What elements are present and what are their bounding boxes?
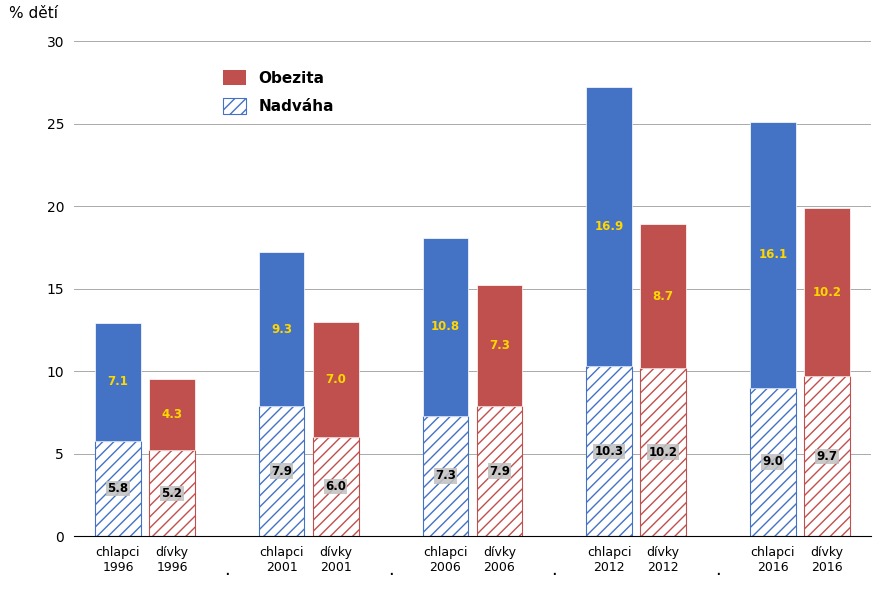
Bar — [95, 323, 141, 440]
Text: .: . — [224, 561, 229, 579]
Bar — [750, 388, 796, 536]
Bar — [587, 366, 632, 536]
Bar — [804, 376, 850, 536]
Bar — [313, 321, 359, 437]
Text: 10.2: 10.2 — [649, 446, 678, 459]
Text: 8.7: 8.7 — [653, 289, 673, 303]
Bar — [477, 406, 522, 536]
Bar — [423, 237, 468, 416]
Bar — [149, 379, 195, 451]
Bar — [313, 437, 359, 536]
Bar — [423, 416, 468, 536]
Text: 5.2: 5.2 — [161, 487, 183, 500]
Bar — [804, 208, 850, 376]
Text: 10.2: 10.2 — [812, 285, 842, 298]
Text: 7.3: 7.3 — [435, 469, 455, 482]
Text: .: . — [388, 561, 393, 579]
Text: 9.7: 9.7 — [816, 450, 837, 463]
Text: 7.1: 7.1 — [107, 375, 128, 388]
Bar — [477, 285, 522, 406]
Bar — [95, 440, 141, 536]
Legend: Obezita, Nadváha: Obezita, Nadváha — [217, 64, 340, 120]
Text: 7.0: 7.0 — [325, 373, 346, 386]
Y-axis label: % dětí: % dětí — [10, 7, 58, 21]
Text: 7.9: 7.9 — [489, 465, 510, 478]
Text: 7.3: 7.3 — [489, 339, 510, 352]
Text: 9.3: 9.3 — [271, 323, 292, 336]
Text: .: . — [715, 561, 721, 579]
Text: .: . — [551, 561, 557, 579]
Text: 10.3: 10.3 — [595, 445, 624, 458]
Text: 5.8: 5.8 — [107, 482, 128, 495]
Text: 6.0: 6.0 — [325, 480, 346, 493]
Text: 16.9: 16.9 — [595, 220, 624, 233]
Bar — [587, 88, 632, 366]
Text: 4.3: 4.3 — [161, 408, 183, 422]
Text: 16.1: 16.1 — [758, 249, 788, 262]
Bar — [259, 252, 305, 406]
Text: 10.8: 10.8 — [431, 320, 460, 333]
Bar — [149, 451, 195, 536]
Bar — [641, 368, 686, 536]
Bar — [641, 224, 686, 368]
Bar — [259, 406, 305, 536]
Text: 9.0: 9.0 — [762, 455, 783, 468]
Text: 7.9: 7.9 — [271, 465, 292, 478]
Bar — [750, 122, 796, 388]
